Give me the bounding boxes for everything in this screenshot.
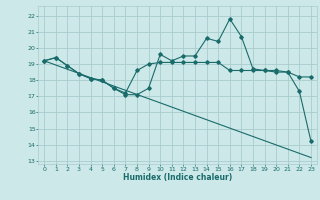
X-axis label: Humidex (Indice chaleur): Humidex (Indice chaleur)	[123, 173, 232, 182]
